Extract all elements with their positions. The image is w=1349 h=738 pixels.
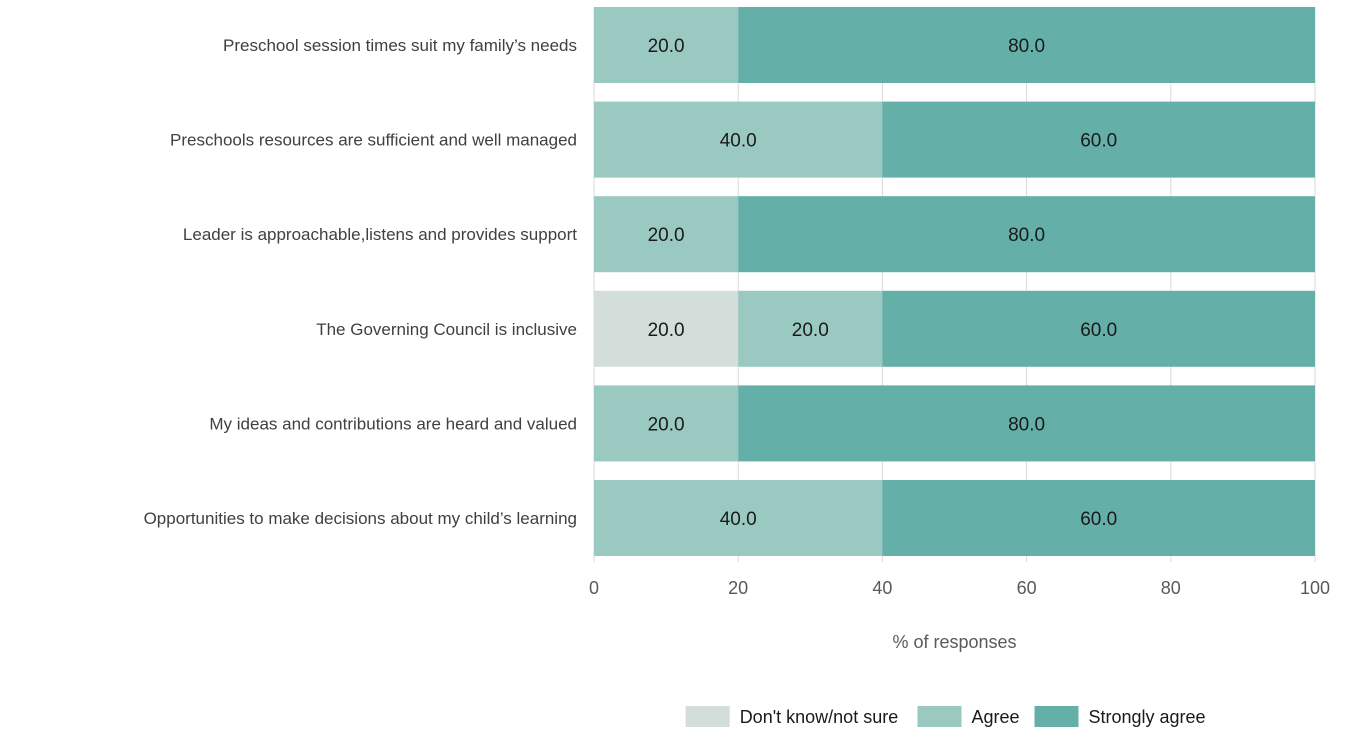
bar-segment-1-1 xyxy=(594,101,883,178)
x-axis-title: % of responses xyxy=(892,632,1016,652)
data-label-5-1: 40.0 xyxy=(720,509,757,530)
category-label-1: Preschools resources are sufficient and … xyxy=(170,131,577,150)
x-tick-label-100: 100 xyxy=(1300,578,1330,598)
category-label-2: Leader is approachable,listens and provi… xyxy=(183,225,577,244)
gridlines xyxy=(593,7,1316,562)
data-label-2-1: 20.0 xyxy=(648,225,685,246)
category-label-4: My ideas and contributions are heard and… xyxy=(209,414,577,433)
bars xyxy=(594,7,1315,556)
bar-segment-0-1 xyxy=(594,7,739,83)
x-tick-label-0: 0 xyxy=(589,578,599,598)
legend-label-0: Don't know/not sure xyxy=(740,707,899,727)
data-label-0-1: 20.0 xyxy=(648,36,685,57)
x-tick-label-80: 80 xyxy=(1161,578,1181,598)
legend-swatch-2 xyxy=(1034,706,1079,727)
data-label-3-0: 20.0 xyxy=(648,320,685,341)
data-label-0-2: 80.0 xyxy=(1008,36,1045,57)
bar-segment-2-2 xyxy=(738,196,1315,273)
data-label-5-2: 60.0 xyxy=(1080,509,1117,530)
category-labels: Preschool session times suit my family’s… xyxy=(144,36,578,528)
x-axis-ticks: 0 20 40 60 80 100 xyxy=(589,578,1330,598)
legend: Don't know/not sure Agree Strongly agree xyxy=(685,706,1206,727)
data-label-1-2: 60.0 xyxy=(1080,131,1117,152)
category-label-0: Preschool session times suit my family’s… xyxy=(223,36,577,55)
bar-segment-3-1 xyxy=(738,290,883,367)
data-label-3-2: 60.0 xyxy=(1080,320,1117,341)
bar-segment-3-2 xyxy=(882,290,1315,367)
data-label-2-2: 80.0 xyxy=(1008,225,1045,246)
legend-label-2: Strongly agree xyxy=(1089,707,1206,727)
x-tick-label-40: 40 xyxy=(872,578,892,598)
bar-segment-1-2 xyxy=(882,101,1315,178)
data-label-4-2: 80.0 xyxy=(1008,414,1045,435)
data-label-1-1: 40.0 xyxy=(720,131,757,152)
bar-segment-0-2 xyxy=(738,7,1315,83)
bar-segment-3-0 xyxy=(594,290,739,367)
bar-segment-4-1 xyxy=(594,385,739,462)
category-label-3: The Governing Council is inclusive xyxy=(316,320,577,339)
legend-swatch-1 xyxy=(917,706,962,727)
x-tick-label-20: 20 xyxy=(728,578,748,598)
legend-label-1: Agree xyxy=(972,707,1020,727)
category-label-5: Opportunities to make decisions about my… xyxy=(144,509,577,528)
bar-segment-2-1 xyxy=(594,196,739,273)
legend-swatch-0 xyxy=(685,706,730,727)
bar-segment-5-2 xyxy=(882,480,1315,556)
data-label-3-1: 20.0 xyxy=(792,320,829,341)
bar-segment-4-2 xyxy=(738,385,1315,462)
data-labels: 20.0 80.0 40.0 60.0 20.0 80.0 20.0 20.0 60.0 20.0… xyxy=(648,36,1118,530)
x-tick-label-60: 60 xyxy=(1017,578,1037,598)
data-label-4-1: 20.0 xyxy=(648,414,685,435)
bar-segment-5-1 xyxy=(594,480,883,556)
